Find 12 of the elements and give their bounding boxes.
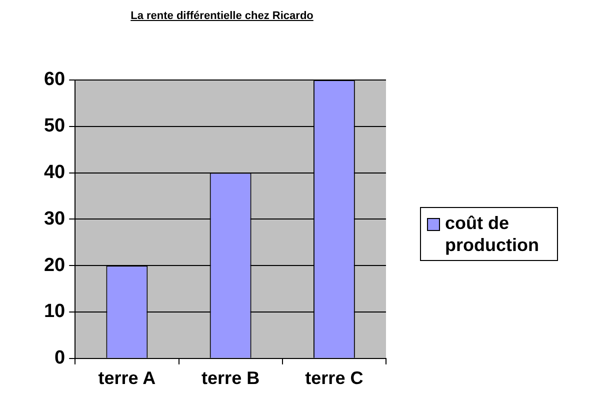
y-tick-label: 10: [44, 301, 66, 322]
x-tick-label: terre C: [305, 368, 364, 388]
y-tick-label: 40: [44, 162, 66, 184]
y-tick-label: 60: [44, 69, 66, 90]
y-tick-label: 0: [54, 348, 66, 369]
x-tick-label: terre A: [98, 368, 156, 388]
legend-label: coût de production: [445, 212, 540, 256]
y-tick-label: 50: [44, 116, 66, 137]
chart-title: La rente différentielle chez Ricardo: [130, 10, 314, 22]
x-tick-label: terre B: [202, 368, 260, 388]
y-tick-label: 20: [44, 254, 66, 276]
y-tick-label: 30: [44, 208, 66, 230]
